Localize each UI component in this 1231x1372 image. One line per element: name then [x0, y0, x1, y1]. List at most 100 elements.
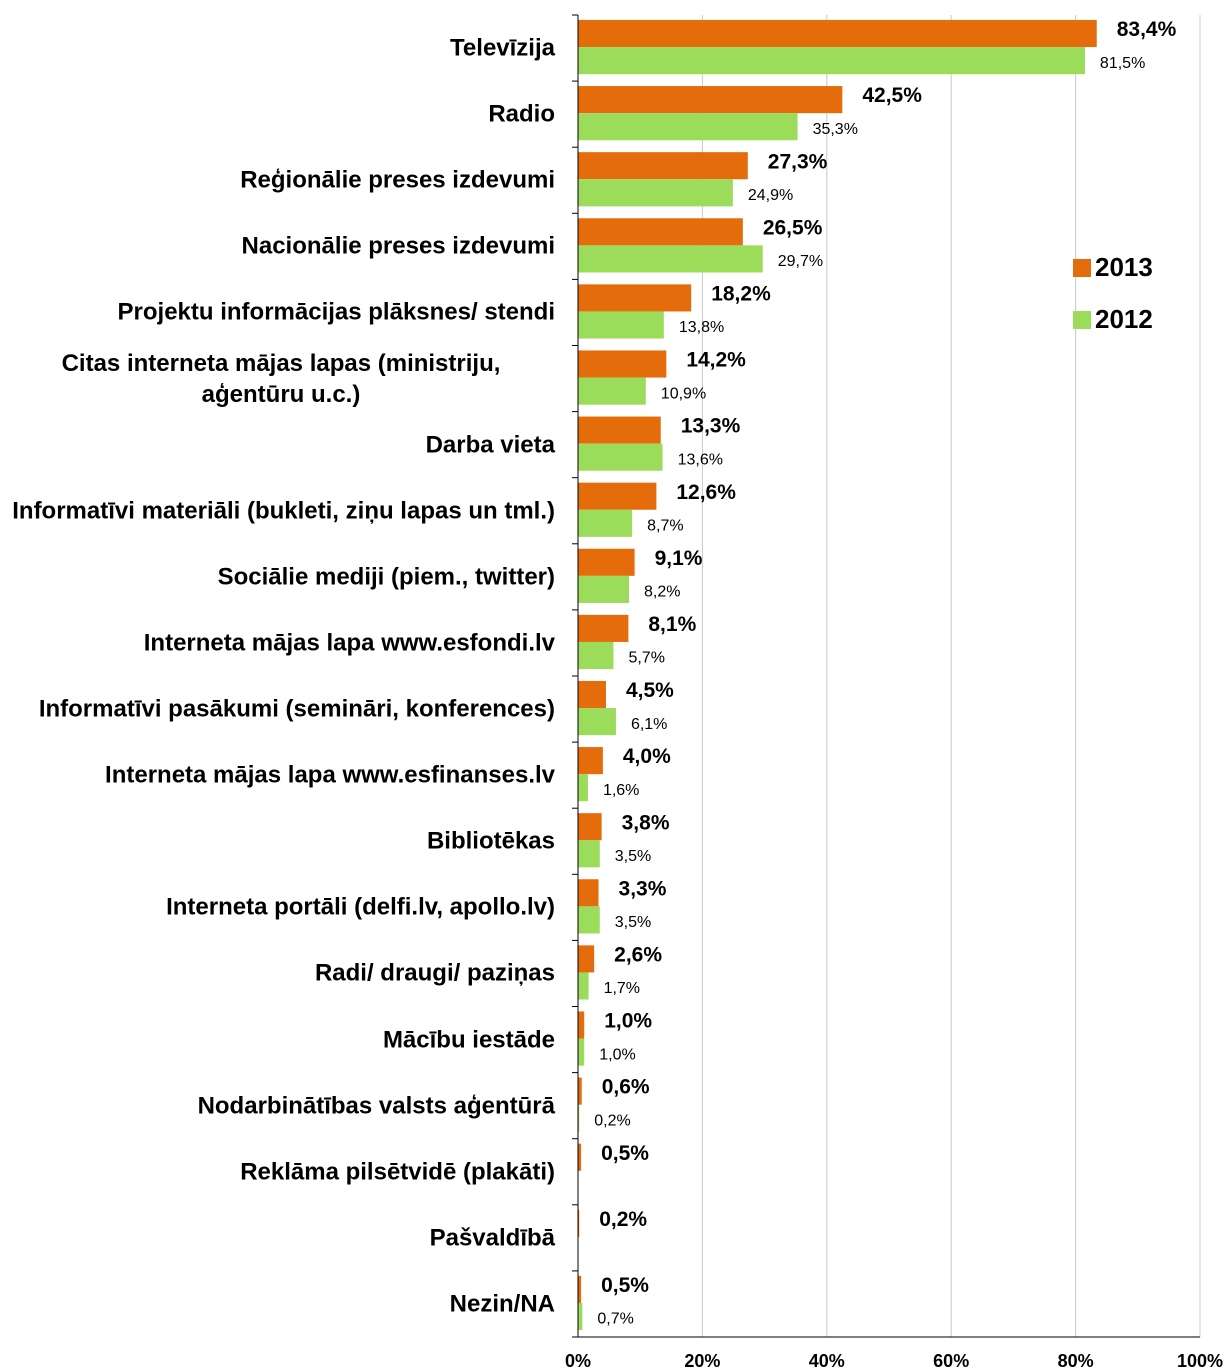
value-label: 5,7%: [628, 650, 664, 667]
bar: [578, 482, 657, 510]
category-label: Citas interneta mājas lapas (ministriju,…: [61, 349, 501, 408]
bar: [578, 747, 603, 775]
value-label: 13,6%: [678, 451, 723, 468]
category-label: Nodarbinātības valsts aģentūrā: [197, 1092, 555, 1120]
category-label: Informatīvi materiāli (bukleti, ziņu lap…: [12, 497, 555, 525]
bar: [578, 113, 798, 141]
value-label: 8,2%: [644, 584, 680, 601]
bar: [578, 1275, 582, 1303]
value-label: 29,7%: [778, 253, 823, 270]
value-label: 8,7%: [647, 518, 683, 535]
bar: [578, 416, 661, 444]
x-tick-label: 80%: [1058, 1351, 1094, 1371]
bar: [578, 218, 743, 246]
value-label: 13,8%: [679, 319, 724, 336]
value-label: 6,1%: [631, 716, 667, 733]
category-label: Interneta portāli (delfi.lv, apollo.lv): [166, 893, 555, 921]
value-label: 27,3%: [768, 150, 828, 173]
category-label: Radi/ draugi/ paziņas: [314, 959, 555, 987]
category-label: Pašvaldībā: [429, 1224, 555, 1252]
bar: [578, 1104, 580, 1132]
value-label: 1,7%: [604, 980, 640, 997]
category-label: Mācību iestāde: [382, 1026, 555, 1054]
bar: [578, 680, 606, 709]
category-label: Interneta mājas lapa www.esfinanses.lv: [105, 761, 555, 789]
bar: [578, 840, 600, 868]
value-label: 0,2%: [599, 1208, 647, 1231]
x-tick-label: 0%: [565, 1351, 591, 1371]
bar: [578, 1143, 582, 1171]
value-label: 0,6%: [602, 1076, 650, 1099]
value-label: 0,2%: [594, 1112, 630, 1129]
bar: [578, 311, 664, 339]
legend-swatch: [1073, 311, 1091, 329]
value-label: 4,0%: [623, 745, 671, 768]
value-label: 81,5%: [1100, 55, 1145, 72]
value-label: 12,6%: [676, 481, 736, 504]
x-tick-label: 20%: [684, 1351, 720, 1371]
bar: [578, 1011, 585, 1039]
bar: [578, 548, 635, 576]
value-label: 3,8%: [622, 811, 670, 834]
bar: [578, 774, 588, 802]
category-label: Sociālie mediji (piem., twitter): [217, 563, 555, 591]
value-label: 26,5%: [763, 216, 823, 239]
bar: [578, 575, 630, 603]
value-label: 1,6%: [603, 782, 639, 799]
bar: [578, 614, 629, 642]
value-label: 24,9%: [748, 187, 793, 204]
value-label: 3,3%: [619, 877, 667, 900]
x-tick-label: 60%: [933, 1351, 969, 1371]
bar: [578, 708, 616, 736]
value-label: 4,5%: [626, 679, 674, 702]
value-label: 3,5%: [615, 914, 651, 931]
value-label: 9,1%: [655, 547, 703, 570]
value-label: 8,1%: [648, 613, 696, 636]
bar: [578, 945, 595, 973]
bar: [578, 641, 614, 670]
value-label: 1,0%: [599, 1046, 635, 1063]
bar: [578, 47, 1085, 75]
value-label: 10,9%: [661, 385, 706, 402]
bar: [578, 443, 663, 471]
category-label: Nezin/NA: [449, 1290, 555, 1318]
category-label: Informatīvi pasākumi (semināri, konferen…: [38, 695, 555, 723]
legend-label: 2013: [1095, 252, 1153, 282]
value-label: 1,0%: [604, 1010, 652, 1033]
category-label: Interneta mājas lapa www.esfondi.lv: [143, 629, 555, 657]
bar: [578, 1302, 583, 1331]
bar: [578, 350, 667, 378]
category-label: Reģionālie preses izdevumi: [240, 166, 555, 194]
bar: [578, 972, 589, 1000]
bar: [578, 1209, 580, 1237]
value-label: 0,7%: [597, 1311, 633, 1328]
value-label: 35,3%: [813, 121, 858, 138]
value-label: 0,5%: [601, 1274, 649, 1297]
bar: [578, 1038, 585, 1066]
bar: [578, 879, 599, 907]
bar: [578, 284, 692, 312]
bar: [578, 813, 602, 841]
bar: [578, 906, 600, 934]
value-label: 3,5%: [615, 848, 651, 865]
bar: [578, 179, 733, 207]
bar: [578, 1077, 582, 1105]
legend-swatch: [1073, 259, 1091, 277]
category-label: Bibliotēkas: [426, 827, 555, 855]
category-label: Projektu informācijas plāksnes/ stendi: [117, 298, 555, 326]
bar: [578, 509, 633, 537]
legend-label: 2012: [1095, 304, 1153, 334]
value-label: 42,5%: [862, 84, 922, 107]
bar: [578, 86, 843, 114]
bar: [578, 245, 763, 273]
category-label: Nacionālie preses izdevumi: [241, 232, 555, 260]
value-label: 18,2%: [711, 282, 771, 305]
x-tick-label: 40%: [809, 1351, 845, 1371]
category-label: Darba vieta: [425, 431, 555, 459]
value-label: 83,4%: [1117, 18, 1177, 41]
value-label: 0,5%: [601, 1142, 649, 1165]
value-label: 2,6%: [614, 943, 662, 966]
category-label: Radio: [488, 100, 555, 128]
